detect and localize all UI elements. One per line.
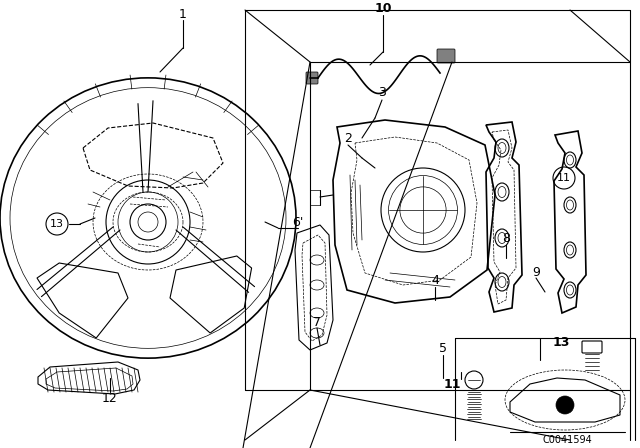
Text: 12: 12 — [102, 392, 118, 405]
Text: 1: 1 — [179, 8, 187, 21]
Text: 9: 9 — [532, 266, 540, 279]
FancyBboxPatch shape — [306, 72, 318, 84]
Circle shape — [556, 396, 574, 414]
Text: 11: 11 — [444, 379, 461, 392]
Text: 4: 4 — [431, 273, 439, 287]
Text: 7: 7 — [313, 315, 321, 328]
Text: 10: 10 — [374, 1, 392, 14]
FancyBboxPatch shape — [437, 49, 455, 63]
Text: 2: 2 — [344, 132, 352, 145]
Text: 11: 11 — [557, 173, 571, 183]
Text: 5: 5 — [439, 341, 447, 354]
Text: 6': 6' — [292, 215, 304, 228]
Text: 13: 13 — [552, 336, 570, 349]
Text: 13: 13 — [50, 219, 64, 229]
Text: 3: 3 — [378, 86, 386, 99]
Text: 8: 8 — [502, 232, 510, 245]
Text: C0041594: C0041594 — [542, 435, 592, 445]
